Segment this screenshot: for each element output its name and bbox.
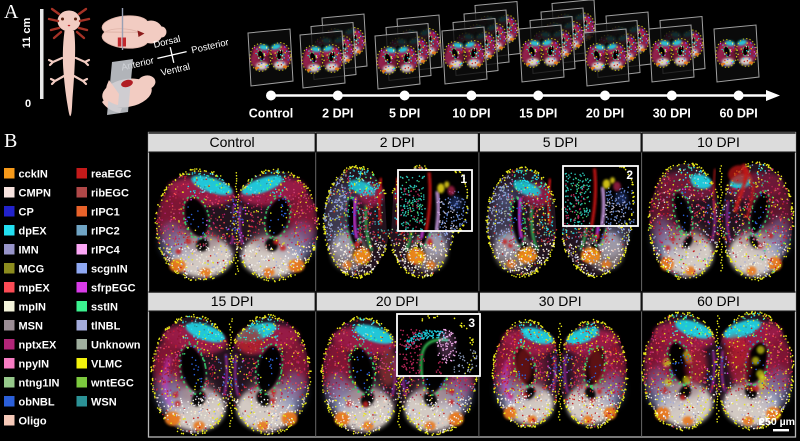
svg-text:VLMC: VLMC [91,359,122,371]
svg-text:dpEX: dpEX [19,226,48,238]
svg-text:IMN: IMN [19,245,39,257]
svg-text:cckIN: cckIN [19,169,48,181]
svg-text:60 DPI: 60 DPI [719,107,757,121]
svg-text:15 DPI: 15 DPI [211,293,254,309]
svg-text:20 DPI: 20 DPI [586,107,624,121]
svg-text:ribEGC: ribEGC [91,188,129,200]
svg-text:Oligo: Oligo [19,416,47,428]
svg-text:10 DPI: 10 DPI [452,107,490,121]
svg-text:2: 2 [626,168,633,182]
svg-text:20 DPI: 20 DPI [376,293,419,309]
svg-text:5 DPI: 5 DPI [543,134,578,150]
svg-text:Control: Control [249,107,293,121]
svg-text:Control: Control [210,134,255,150]
svg-text:mpIN: mpIN [19,302,47,314]
svg-text:250 µm: 250 µm [759,416,795,428]
svg-text:0: 0 [25,98,31,110]
svg-text:tlNBL: tlNBL [91,321,121,333]
svg-text:30 DPI: 30 DPI [539,293,582,309]
svg-text:WSN: WSN [91,397,117,409]
svg-text:Unknown: Unknown [91,340,141,352]
svg-text:sstIN: sstIN [91,302,118,314]
svg-text:wntEGC: wntEGC [90,378,134,390]
svg-text:A: A [4,1,19,23]
svg-text:2 DPI: 2 DPI [380,134,415,150]
svg-text:15 DPI: 15 DPI [519,107,557,121]
svg-text:obNBL: obNBL [19,397,55,409]
svg-text:nptxEX: nptxEX [19,340,58,352]
svg-text:reaEGC: reaEGC [91,169,131,181]
svg-text:CMPN: CMPN [19,188,51,200]
svg-text:60 DPI: 60 DPI [697,293,740,309]
svg-text:CP: CP [19,207,34,219]
svg-text:B: B [4,130,17,152]
svg-text:10 DPI: 10 DPI [697,134,740,150]
svg-text:3: 3 [468,316,475,330]
svg-text:ntng1IN: ntng1IN [19,378,60,390]
svg-text:MSN: MSN [19,321,44,333]
svg-text:5 DPI: 5 DPI [389,107,420,121]
svg-text:2 DPI: 2 DPI [322,107,353,121]
svg-text:mpEX: mpEX [19,283,51,295]
svg-text:rIPC2: rIPC2 [91,226,120,238]
svg-text:sfrpEGC: sfrpEGC [91,283,136,295]
svg-text:1: 1 [460,172,467,186]
svg-text:rIPC1: rIPC1 [91,207,120,219]
svg-text:scgnIN: scgnIN [91,264,128,276]
svg-text:MCG: MCG [19,264,45,276]
svg-text:11 cm: 11 cm [21,17,33,48]
svg-text:rIPC4: rIPC4 [91,245,121,257]
svg-text:30 DPI: 30 DPI [653,107,691,121]
svg-text:npyIN: npyIN [19,359,50,371]
